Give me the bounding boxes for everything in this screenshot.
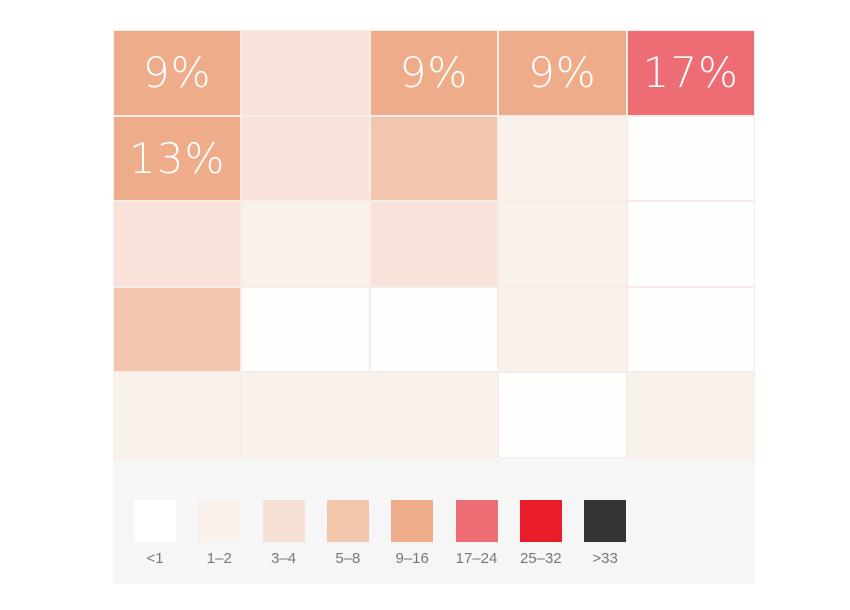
heatmap-grid: 9% 9% 9% 17% 13% [113, 30, 755, 458]
legend-item: 17–24 [455, 500, 499, 567]
legend-swatch [134, 500, 176, 542]
legend-panel: <1 1–2 3–4 5–8 9–16 17–24 25–32 >33 [113, 458, 755, 584]
legend-label: 5–8 [335, 550, 361, 567]
heatmap-cell [369, 115, 499, 202]
heatmap-cell [113, 201, 242, 287]
legend-label: 1–2 [206, 550, 232, 567]
legend-swatch [391, 500, 434, 542]
legend-item: 1–2 [197, 500, 241, 567]
legend-item: 25–32 [519, 500, 563, 567]
heatmap-cell [241, 201, 370, 287]
heatmap-cell [626, 201, 755, 287]
heatmap-cell [498, 115, 627, 202]
heatmap-cell: 17% [626, 30, 755, 116]
heatmap-cell: 9% [369, 30, 499, 116]
heatmap-cell [626, 372, 755, 458]
heatmap-cell: 9% [113, 30, 242, 116]
heatmap-cell [241, 372, 370, 458]
legend-item: 5–8 [326, 500, 370, 567]
heatmap-cell [498, 201, 627, 287]
legend-swatch [262, 500, 305, 542]
heatmap-cell [498, 286, 627, 373]
legend-item: >33 [583, 500, 627, 567]
legend-swatch [584, 500, 627, 542]
heatmap-cell [626, 286, 755, 373]
legend-label: >33 [592, 550, 618, 567]
legend-swatch [198, 500, 241, 542]
legend-item: 3–4 [262, 500, 306, 567]
legend-label: 9–16 [395, 550, 429, 567]
legend-item: 9–16 [390, 500, 434, 567]
heatmap-cell [369, 286, 499, 373]
heatmap-cell: 13% [113, 115, 242, 202]
legend-item: <1 [133, 500, 177, 567]
legend-label: 25–32 [519, 550, 562, 567]
heatmap-cell [241, 286, 370, 373]
heatmap-cell [369, 372, 499, 458]
heatmap-cell [241, 30, 370, 116]
legend-swatch [455, 500, 498, 542]
legend-label: 3–4 [271, 550, 297, 567]
heatmap-cell [113, 286, 242, 373]
heatmap-cell: 9% [498, 30, 627, 116]
legend-swatch [519, 500, 562, 542]
legend-label: <1 [146, 550, 164, 567]
heatmap-cell [113, 372, 242, 458]
heatmap-cell [369, 201, 499, 287]
heatmap-cell [241, 115, 370, 202]
legend-label: 17–24 [455, 550, 498, 567]
heatmap-cell [498, 372, 627, 458]
legend-swatch [326, 500, 369, 542]
heatmap-cell [626, 115, 755, 202]
